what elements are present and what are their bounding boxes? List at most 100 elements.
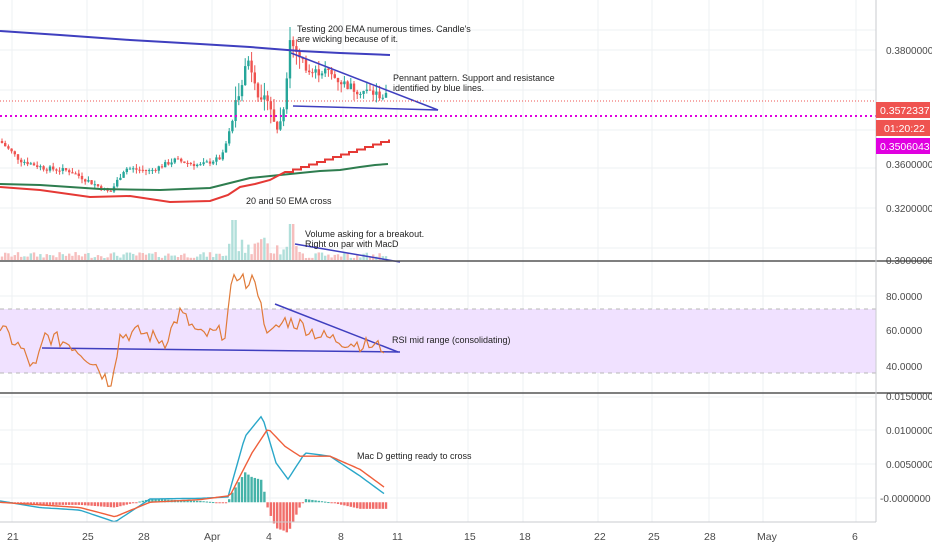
candle-body [0, 141, 4, 143]
rsi-line [0, 272, 385, 388]
time-axis[interactable]: 21 25 28 Apr 4 8 11 15 18 22 25 28 May 6 [7, 531, 858, 543]
volume-trend-line [294, 243, 401, 263]
volume-bar [176, 257, 180, 260]
annotation-rsi: RSI mid range (consolidating) [392, 335, 511, 345]
price-axis[interactable]: 0.3800000 0.3600000 0.3200000 0.3000000 … [876, 46, 932, 267]
volume-bar [189, 257, 192, 260]
volume-bar [384, 256, 388, 260]
candle-body [340, 82, 343, 85]
annotation-ema-cross: 20 and 50 EMA cross [246, 196, 332, 206]
macd-histogram-bar [148, 499, 151, 503]
macd-histogram-bar [359, 502, 362, 509]
volume-bar [208, 252, 212, 260]
candle-body [48, 166, 52, 171]
volume-bar [298, 251, 301, 260]
volume-bar [135, 255, 138, 260]
candle-body [122, 172, 125, 178]
candle-body [269, 101, 272, 110]
macd-histogram-bar [282, 502, 285, 531]
candle-body [138, 169, 141, 171]
volume-bars [0, 220, 388, 260]
volume-bar [180, 254, 183, 260]
candle-body [324, 68, 327, 74]
rsi-tick: 80.0000 [886, 292, 923, 303]
time-label: 6 [852, 531, 858, 543]
volume-bar [231, 220, 234, 260]
price-tick: 0.3200000 [886, 204, 932, 215]
volume-bar [340, 256, 343, 260]
volume-bar [4, 252, 7, 260]
candle-body [368, 89, 372, 91]
volume-bar [93, 257, 96, 260]
volume-bar [74, 252, 77, 260]
volume-bar [330, 257, 333, 260]
candle-body [167, 162, 170, 165]
macd-histogram-bar [320, 501, 324, 503]
macd-histogram-bar [247, 474, 250, 503]
macd-histogram-bar [45, 502, 48, 505]
candle-body [260, 97, 263, 100]
candle-body [218, 157, 221, 160]
macd-histogram-bar [295, 502, 298, 515]
rsi-axis[interactable]: 80.0000 60.0000 40.0000 [886, 292, 923, 373]
candle-body [292, 40, 295, 47]
time-label: 22 [594, 531, 606, 543]
volume-bar [36, 256, 39, 260]
volume-bar [308, 257, 311, 260]
candle-body [23, 161, 26, 163]
macd-histogram-bar [231, 492, 234, 503]
macd-histogram-bar [343, 502, 346, 506]
volume-bar [368, 257, 372, 260]
signal-line [0, 429, 385, 518]
volume-bar [282, 249, 285, 260]
time-label: 25 [82, 531, 94, 543]
macd-histogram-bar [39, 502, 42, 505]
macd-histogram-bar [317, 500, 320, 503]
candle-body [378, 91, 381, 99]
volume-bar [247, 244, 250, 260]
macd-histogram-bar [122, 502, 125, 506]
candle-body [282, 109, 285, 122]
candle-body [285, 78, 288, 110]
macd-histogram-bar [192, 500, 196, 503]
macd-tick: 0.0050000 [886, 460, 932, 471]
candle-body [77, 173, 80, 176]
volume-bar [327, 254, 330, 260]
candle-body [109, 190, 112, 192]
volume-bar [240, 239, 244, 260]
volume-bar [288, 224, 292, 260]
support-line [292, 105, 439, 111]
volume-bar [68, 253, 71, 260]
annotation-macd: Mac D getting ready to cross [357, 451, 472, 461]
volume-bar [7, 253, 10, 260]
macd-histogram-bar [308, 499, 311, 503]
candle-body [228, 131, 231, 144]
macd-histogram-bar [87, 502, 90, 506]
candle-body [212, 161, 215, 164]
macd-histogram-bar [58, 502, 61, 505]
macd-histogram-bar [100, 502, 103, 507]
rsi-support-line [41, 347, 401, 353]
macd-histogram-bar [208, 501, 212, 503]
volume-bar [324, 255, 327, 260]
macd-axis[interactable]: 0.0150000 0.0100000 0.0050000 -0.0000000 [880, 392, 932, 505]
time-label: 28 [704, 531, 716, 543]
volume-bar [263, 237, 266, 260]
time-label: 15 [464, 531, 476, 543]
volume-bar [48, 255, 52, 260]
candle-body [32, 163, 36, 166]
macd-histogram-bar [372, 502, 375, 509]
candle-body [173, 158, 176, 163]
volume-bar [71, 255, 74, 260]
candle-body [279, 121, 282, 130]
candle-body [192, 163, 196, 167]
macd-histogram-bar [240, 477, 244, 503]
candle-body [119, 177, 122, 180]
time-label: 28 [138, 531, 150, 543]
candle-body [151, 169, 154, 171]
candle-body [308, 70, 311, 73]
macd-histogram-bar [314, 500, 317, 503]
volume-bar [212, 257, 215, 260]
